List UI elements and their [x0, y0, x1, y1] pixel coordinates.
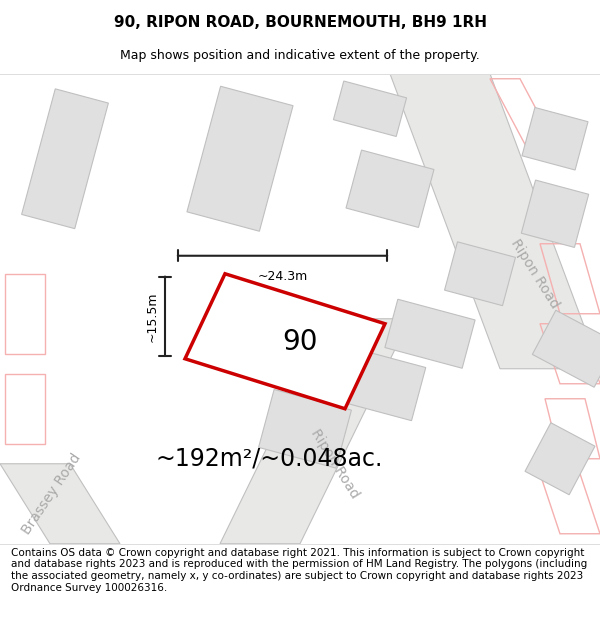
- Polygon shape: [445, 242, 515, 306]
- Text: ~24.3m: ~24.3m: [257, 270, 308, 282]
- Polygon shape: [0, 464, 120, 544]
- Text: Contains OS data © Crown copyright and database right 2021. This information is : Contains OS data © Crown copyright and d…: [11, 548, 587, 592]
- Text: ~192m²/~0.048ac.: ~192m²/~0.048ac.: [155, 447, 382, 471]
- Polygon shape: [521, 180, 589, 248]
- Polygon shape: [259, 389, 352, 468]
- Polygon shape: [532, 310, 600, 388]
- Polygon shape: [390, 74, 600, 369]
- Text: Map shows position and indicative extent of the property.: Map shows position and indicative extent…: [120, 49, 480, 62]
- Text: Brassey Road: Brassey Road: [20, 451, 84, 537]
- Polygon shape: [334, 347, 426, 421]
- Text: Ripon Road: Ripon Road: [508, 236, 562, 311]
- Polygon shape: [185, 274, 385, 409]
- Polygon shape: [334, 81, 407, 136]
- Text: Ripon Road: Ripon Road: [308, 426, 362, 501]
- Polygon shape: [522, 107, 588, 170]
- Text: ~15.5m: ~15.5m: [146, 291, 159, 341]
- Polygon shape: [385, 299, 475, 368]
- Polygon shape: [346, 150, 434, 228]
- Polygon shape: [187, 86, 293, 231]
- Polygon shape: [220, 319, 410, 544]
- Text: 90, RIPON ROAD, BOURNEMOUTH, BH9 1RH: 90, RIPON ROAD, BOURNEMOUTH, BH9 1RH: [113, 14, 487, 29]
- Text: 90: 90: [282, 328, 318, 356]
- Polygon shape: [525, 422, 595, 495]
- Polygon shape: [22, 89, 109, 229]
